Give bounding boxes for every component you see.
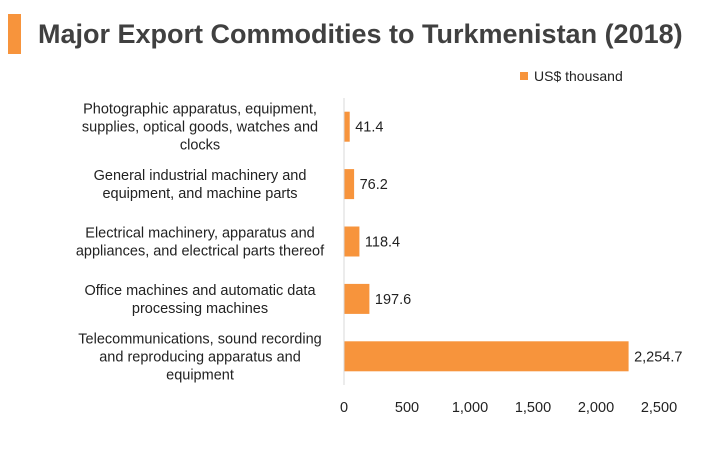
category-label: Telecommunications, sound recording and r… [78, 331, 321, 383]
x-tick-label: 1,500 [515, 400, 551, 416]
data-label: 118.4 [365, 235, 400, 251]
legend-label: US$ thousand [534, 68, 623, 84]
bar [344, 341, 629, 372]
x-tick-label: 500 [395, 400, 419, 416]
chart-title: Major Export Commodities to Turkmenistan… [38, 19, 683, 49]
bar [344, 226, 360, 257]
title-accent-bar [8, 14, 21, 54]
category-label: Office machines and automatic data proces… [84, 283, 316, 317]
data-label: 76.2 [360, 177, 388, 193]
data-label: 41.4 [355, 120, 383, 136]
x-tick-label: 2,000 [578, 400, 614, 416]
legend: US$ thousand [520, 67, 623, 85]
category-label: Photographic apparatus, equipment, suppli… [82, 102, 318, 154]
x-tick-label: 2,500 [641, 400, 677, 416]
data-label: 197.6 [375, 292, 411, 308]
category-label: General industrial machinery and equipmen… [94, 168, 307, 202]
x-tick-label: 0 [340, 400, 348, 416]
x-tick-label: 1,000 [452, 400, 488, 416]
data-label: 2,254.7 [634, 349, 682, 365]
legend-swatch [520, 72, 528, 80]
bar [344, 111, 350, 142]
category-label: Electrical machinery, apparatus and appli… [76, 226, 325, 260]
bar [344, 283, 370, 314]
bar [344, 169, 355, 200]
